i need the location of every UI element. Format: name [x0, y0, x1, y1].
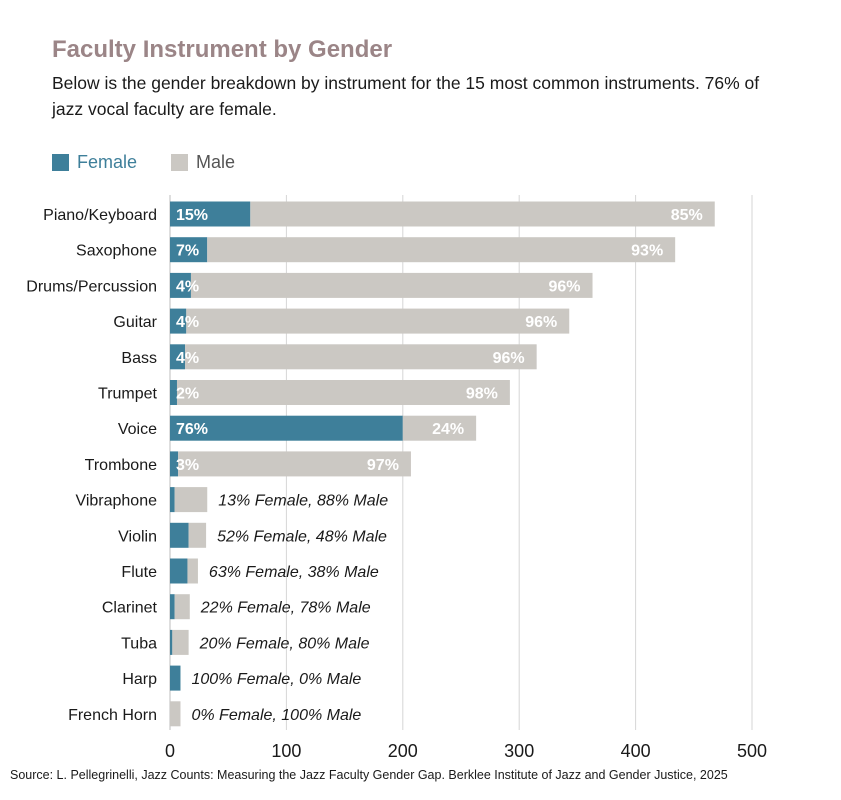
bar-female: [170, 594, 175, 620]
x-tick-label: 0: [165, 741, 175, 761]
legend-label-female: Female: [77, 152, 138, 172]
bar-female: [170, 380, 177, 405]
bar-female: [170, 487, 175, 513]
chart-title: Faculty Instrument by Gender: [52, 36, 393, 63]
legend-item-male: Male: [171, 152, 235, 173]
category-label: Violin: [118, 528, 157, 545]
data-label-male: 96%: [549, 278, 581, 295]
data-label-female: 4%: [176, 350, 199, 367]
data-label-male: 85%: [671, 207, 703, 224]
x-tick-label: 100: [271, 741, 301, 761]
bar-female: [170, 558, 188, 584]
data-label-female: 7%: [176, 243, 199, 260]
chart-subtitle: Below is the gender breakdown by instrum…: [52, 73, 760, 119]
annotation-label: 22% Female, 78% Male: [200, 600, 371, 617]
bar-female: [170, 237, 208, 263]
category-label: Trumpet: [98, 386, 158, 403]
bar-female: [170, 308, 187, 334]
legend-swatch-male: [171, 154, 189, 171]
bar-male: [178, 451, 411, 477]
annotation-label: 13% Female, 88% Male: [218, 493, 388, 510]
bar-male: [207, 237, 676, 263]
bar-female: [170, 201, 251, 227]
x-tick-label: 300: [504, 741, 534, 761]
bar-female: [170, 522, 189, 548]
category-label: Vibraphone: [75, 493, 157, 510]
bar-male: [250, 201, 715, 227]
data-label-male: 93%: [631, 243, 663, 260]
bar-male: [188, 522, 207, 548]
category-label: Harp: [122, 671, 157, 688]
category-label: Bass: [121, 350, 157, 367]
category-label: Tuba: [121, 635, 157, 652]
source-note: Source: L. Pellegrinelli, Jazz Counts: M…: [10, 768, 728, 782]
category-label: Clarinet: [102, 600, 158, 617]
bar-male: [190, 272, 593, 298]
bar-female: [170, 272, 191, 298]
bar-female: [170, 344, 186, 370]
category-label: Trombone: [85, 457, 157, 474]
bar-male: [172, 629, 189, 655]
data-label-female: 2%: [176, 386, 199, 403]
annotation-label: 63% Female, 38% Male: [209, 564, 379, 581]
data-label-male: 24%: [432, 421, 464, 438]
x-tick-label: 200: [388, 741, 418, 761]
category-label: Saxophone: [76, 243, 157, 260]
category-label: Voice: [118, 421, 157, 438]
annotation-label: 0% Female, 100% Male: [191, 707, 361, 724]
annotation-label: 20% Female, 80% Male: [199, 635, 370, 652]
legend: Female Male: [52, 152, 269, 173]
category-label: Piano/Keyboard: [43, 207, 157, 224]
x-tick-label: 500: [737, 741, 767, 761]
data-label-female: 4%: [176, 278, 199, 295]
bar-male: [176, 380, 510, 405]
category-label: Flute: [121, 564, 157, 581]
annotation-label: 52% Female, 48% Male: [217, 528, 387, 545]
bar-female: [170, 415, 403, 441]
data-label-male: 96%: [493, 350, 525, 367]
bar-male: [186, 308, 570, 334]
legend-item-female: Female: [52, 152, 137, 173]
data-label-male: 98%: [466, 386, 498, 403]
bar-male: [185, 344, 537, 370]
data-label-female: 76%: [176, 421, 208, 438]
bar-male: [170, 701, 181, 727]
data-label-female: 3%: [176, 457, 199, 474]
annotation-label: 100% Female, 0% Male: [191, 671, 361, 688]
category-label: French Horn: [68, 707, 157, 724]
data-label-female: 15%: [176, 207, 208, 224]
bar-female: [170, 451, 179, 477]
category-label: Drums/Percussion: [26, 278, 157, 295]
bar-female: [170, 665, 181, 691]
data-label-male: 97%: [367, 457, 399, 474]
legend-label-male: Male: [196, 152, 236, 172]
bar-male: [174, 594, 190, 620]
legend-swatch-female: [52, 154, 69, 171]
x-tick-label: 400: [621, 741, 651, 761]
bar-male: [402, 415, 477, 441]
bar-chart: 0 100 200 300 400 500 Piano/Keyboard 15% 85% Saxo…: [26, 195, 767, 761]
data-label-female: 4%: [176, 314, 199, 331]
data-label-male: 96%: [525, 314, 557, 331]
category-label: Guitar: [113, 314, 157, 331]
bar-male: [187, 558, 198, 584]
bar-female: [170, 629, 173, 655]
bar-male: [174, 487, 208, 513]
